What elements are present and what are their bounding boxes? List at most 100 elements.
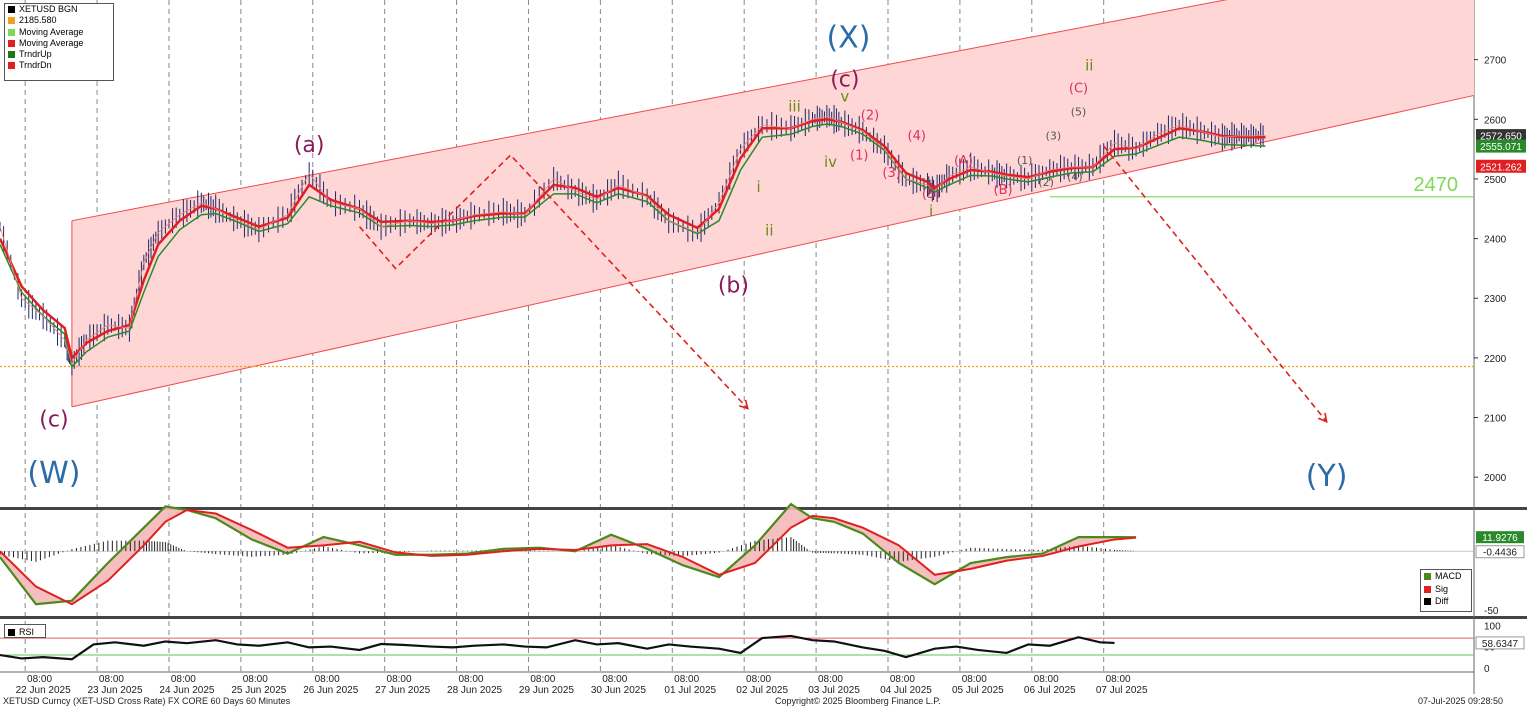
wave-label: (X) — [826, 21, 870, 56]
time-tick-label: 08:00 — [243, 674, 268, 685]
legend-item: MACD — [1421, 570, 1471, 583]
time-tick-label: 08:00 — [674, 674, 699, 685]
wave-label: (5) — [1071, 106, 1087, 119]
wave-label: (A) — [954, 154, 973, 169]
legend-swatch — [8, 6, 15, 13]
wave-label: iv — [824, 153, 837, 171]
footer-copyright: Copyright© 2025 Bloomberg Finance L.P. — [775, 696, 941, 706]
macd-panel — [0, 502, 1474, 606]
legend-item: 2185.580 — [5, 15, 113, 26]
legend-label: Moving Average — [19, 37, 84, 48]
date-tick-label: 22 Jun 2025 — [16, 685, 71, 696]
legend-label: Moving Average — [19, 26, 84, 37]
y-tick-label: 2600 — [1484, 115, 1507, 126]
date-tick-label: 24 Jun 2025 — [159, 685, 214, 696]
panel-separator — [0, 616, 1527, 619]
price-label-box — [1476, 139, 1526, 153]
legend-swatch — [1424, 573, 1431, 580]
rsi-legend: RSI — [4, 624, 46, 638]
wave-label: (5) — [922, 187, 940, 202]
wave-label: (2) — [861, 108, 879, 123]
wave-label: iii — [788, 98, 801, 116]
y-tick-label: 2700 — [1484, 56, 1507, 67]
wave-label: (4) — [908, 129, 926, 144]
time-tick-label: 08:00 — [99, 674, 124, 685]
price-label-box — [1476, 129, 1526, 143]
legend-label: TrndrUp — [19, 49, 52, 60]
legend-swatch — [8, 51, 15, 59]
y-tick-label: 2300 — [1484, 294, 1507, 305]
panel-separator — [0, 507, 1527, 510]
legend-swatch — [8, 28, 15, 36]
date-tick-label: 27 Jun 2025 — [375, 685, 430, 696]
time-tick-label: 08:00 — [27, 674, 52, 685]
price-label: 2572.650 — [1480, 132, 1522, 143]
value-axis: 2000 2100 2200 2300 2400 2500 2600 2700 2572.650… — [1474, 56, 1526, 675]
time-tick-label: 08:00 — [315, 674, 340, 685]
macd-tick-label: -50 — [1484, 606, 1499, 617]
wave-label: (3) — [882, 166, 900, 181]
legend-swatch — [1424, 585, 1431, 593]
time-tick-label: 08:00 — [458, 674, 483, 685]
macd-value-box — [1475, 545, 1525, 559]
rsi-line — [0, 634, 1115, 661]
legend-label: TrndrDn — [19, 60, 52, 71]
date-tick-label: 29 Jun 2025 — [519, 685, 574, 696]
legend-item: TrndrDn — [5, 60, 113, 71]
time-tick-label: 08:00 — [530, 674, 555, 685]
date-tick-label: 07 Jul 2025 — [1096, 685, 1148, 696]
ma-red-line — [0, 118, 1266, 361]
rsi-value-label: 58.6347 — [1482, 639, 1519, 650]
legend-item: Sig — [1421, 583, 1471, 596]
date-tick-label: 30 Jun 2025 — [591, 685, 646, 696]
time-tick-label: 08:00 — [1034, 674, 1059, 685]
price-label: 2555.071 — [1480, 142, 1522, 153]
wave-label: (c) — [830, 67, 859, 92]
date-tick-label: 03 Jul 2025 — [808, 685, 860, 696]
legend-item: Diff — [1421, 595, 1471, 608]
y-tick-label: 2200 — [1484, 354, 1507, 365]
macd-value-label: 11.9276 — [1482, 533, 1518, 544]
time-tick-label: 08:00 — [387, 674, 412, 685]
forecast-arrowhead — [738, 399, 749, 410]
date-tick-label: 25 Jun 2025 — [231, 685, 286, 696]
time-tick-label: 08:00 — [890, 674, 915, 685]
wave-label: ii — [1085, 56, 1093, 74]
legend-swatch — [1424, 598, 1431, 605]
macd-line — [0, 502, 1137, 606]
date-tick-label: 06 Jul 2025 — [1024, 685, 1076, 696]
series-legend: XETUSD BGN 2185.580 Moving Average Movin… — [4, 3, 114, 81]
legend-swatch — [8, 39, 15, 47]
y-tick-label: 2400 — [1484, 235, 1507, 246]
ma-green-line — [0, 123, 1266, 369]
time-tick-label: 08:00 — [962, 674, 987, 685]
y-tick-label: 2500 — [1484, 175, 1507, 186]
wave-label: (4) — [1067, 171, 1083, 184]
legend-swatch — [8, 629, 15, 636]
wave-label: v — [840, 87, 849, 105]
time-tick-label: 08:00 — [171, 674, 196, 685]
legend-item: Moving Average — [5, 38, 113, 49]
rsi-tick-label: 100 — [1484, 621, 1501, 632]
forecast-arrowhead — [1317, 412, 1328, 424]
level-label: 2470 — [1414, 174, 1459, 196]
wave-annotations: (W)(c)(a)(b)(X)(c)(Y)iiiviviiiiii(2)(1)(… — [27, 21, 1347, 494]
legend-item: Moving Average — [5, 27, 113, 38]
legend-label: MACD — [1435, 571, 1462, 581]
time-tick-label: 08:00 — [746, 674, 771, 685]
rsi-value-box — [1475, 636, 1525, 650]
legend-label: RSI — [19, 627, 35, 637]
wave-label: (b) — [718, 273, 749, 298]
price-label: 2521.262 — [1480, 162, 1522, 173]
date-tick-label: 26 Jun 2025 — [303, 685, 358, 696]
forecast-path — [358, 153, 749, 410]
y-tick-label: 2100 — [1484, 414, 1507, 425]
legend-swatch — [8, 62, 15, 70]
time-axis: 08:00 08:00 08:00 08:00 08:00 08:00 08:00 08:00… — [16, 674, 1148, 696]
legend-label: Diff — [1435, 596, 1449, 606]
date-tick-label: 28 Jun 2025 — [447, 685, 502, 696]
date-tick-label: 23 Jun 2025 — [88, 685, 143, 696]
time-tick-label: 08:00 — [818, 674, 843, 685]
y-tick-label: 2000 — [1484, 473, 1507, 484]
